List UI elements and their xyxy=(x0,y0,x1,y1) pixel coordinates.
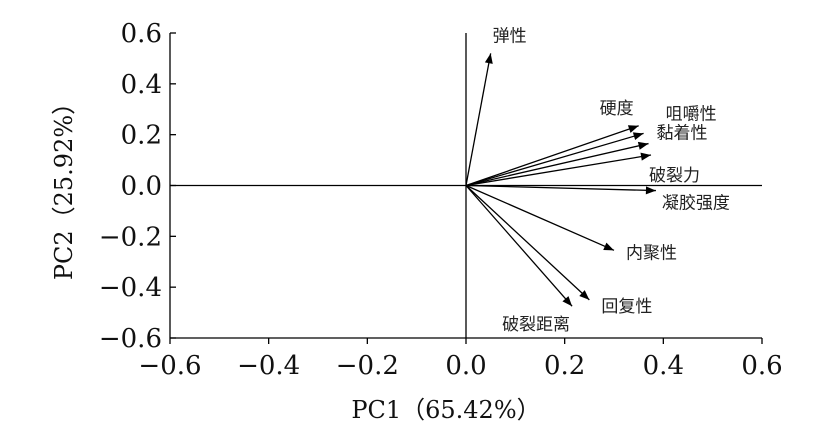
vector-line xyxy=(465,184,656,192)
loading-vector: 破裂距离 xyxy=(465,185,573,335)
vector-line xyxy=(465,154,652,187)
vector-label: 破裂力 xyxy=(649,166,700,186)
vector-arrowhead xyxy=(484,53,493,64)
vector-line xyxy=(465,185,573,307)
y-ticks: 0.6 0.4 0.2 0.0 −0.2 −0.4 −0.6 xyxy=(99,19,176,354)
vector-label: 回复性 xyxy=(601,297,652,317)
loading-vector: 回复性 xyxy=(465,185,652,317)
vector-arrowhead xyxy=(637,141,649,150)
loading-vector: 弹性 xyxy=(465,26,527,186)
y-tick-label: 0.2 xyxy=(121,121,162,151)
loading-vector: 黏着性 xyxy=(465,124,708,187)
vector-label: 内聚性 xyxy=(626,243,677,263)
y-tick-label: 0.0 xyxy=(121,172,162,202)
vector-label: 硬度 xyxy=(600,99,634,119)
vector-line xyxy=(465,132,644,187)
x-tick-label: −0.2 xyxy=(336,351,399,381)
y-tick-label: −0.6 xyxy=(99,324,162,354)
y-axis-title: PC2（25.92%） xyxy=(50,91,78,280)
vector-line xyxy=(465,53,492,186)
vector-label: 破裂距离 xyxy=(502,315,570,335)
vector-line xyxy=(465,125,639,187)
x-ticks: −0.6 −0.4 −0.2 0.0 0.2 0.4 0.6 xyxy=(138,338,783,381)
loading-vector: 破裂力 xyxy=(465,152,700,187)
vector-arrowhead xyxy=(562,296,573,307)
x-axis-title: PC1（65.42%） xyxy=(351,396,540,424)
x-tick-label: 0.0 xyxy=(445,351,486,381)
vector-arrowhead xyxy=(627,125,639,133)
y-tick-label: 0.4 xyxy=(121,70,162,100)
vector-line xyxy=(465,185,590,301)
x-tick-label: −0.6 xyxy=(138,351,201,381)
vector-label: 凝胶强度 xyxy=(662,194,730,214)
loading-vector: 硬度 xyxy=(465,99,639,187)
vector-arrowhead xyxy=(640,152,651,161)
loading-vector: 咀嚼性 xyxy=(465,104,717,187)
x-tick-label: 0.4 xyxy=(643,351,684,381)
y-tick-label: −0.4 xyxy=(99,273,162,303)
vector-arrowhead xyxy=(632,132,644,141)
vector-label: 弹性 xyxy=(493,26,527,46)
x-tick-label: 0.6 xyxy=(741,351,782,381)
vector-label: 黏着性 xyxy=(657,124,708,144)
vector-arrowhead xyxy=(603,242,614,251)
vector-label: 咀嚼性 xyxy=(666,104,717,124)
x-tick-label: 0.2 xyxy=(544,351,585,381)
y-tick-label: −0.2 xyxy=(99,222,162,252)
y-tick-label: 0.6 xyxy=(121,19,162,49)
x-tick-label: −0.4 xyxy=(237,351,300,381)
vector-line xyxy=(465,184,615,251)
loading-vector: 凝胶强度 xyxy=(465,184,730,214)
loading-vector: 内聚性 xyxy=(465,184,677,263)
vector-arrowhead xyxy=(579,290,590,300)
vector-line xyxy=(465,142,649,187)
vector-arrowhead xyxy=(645,186,656,195)
